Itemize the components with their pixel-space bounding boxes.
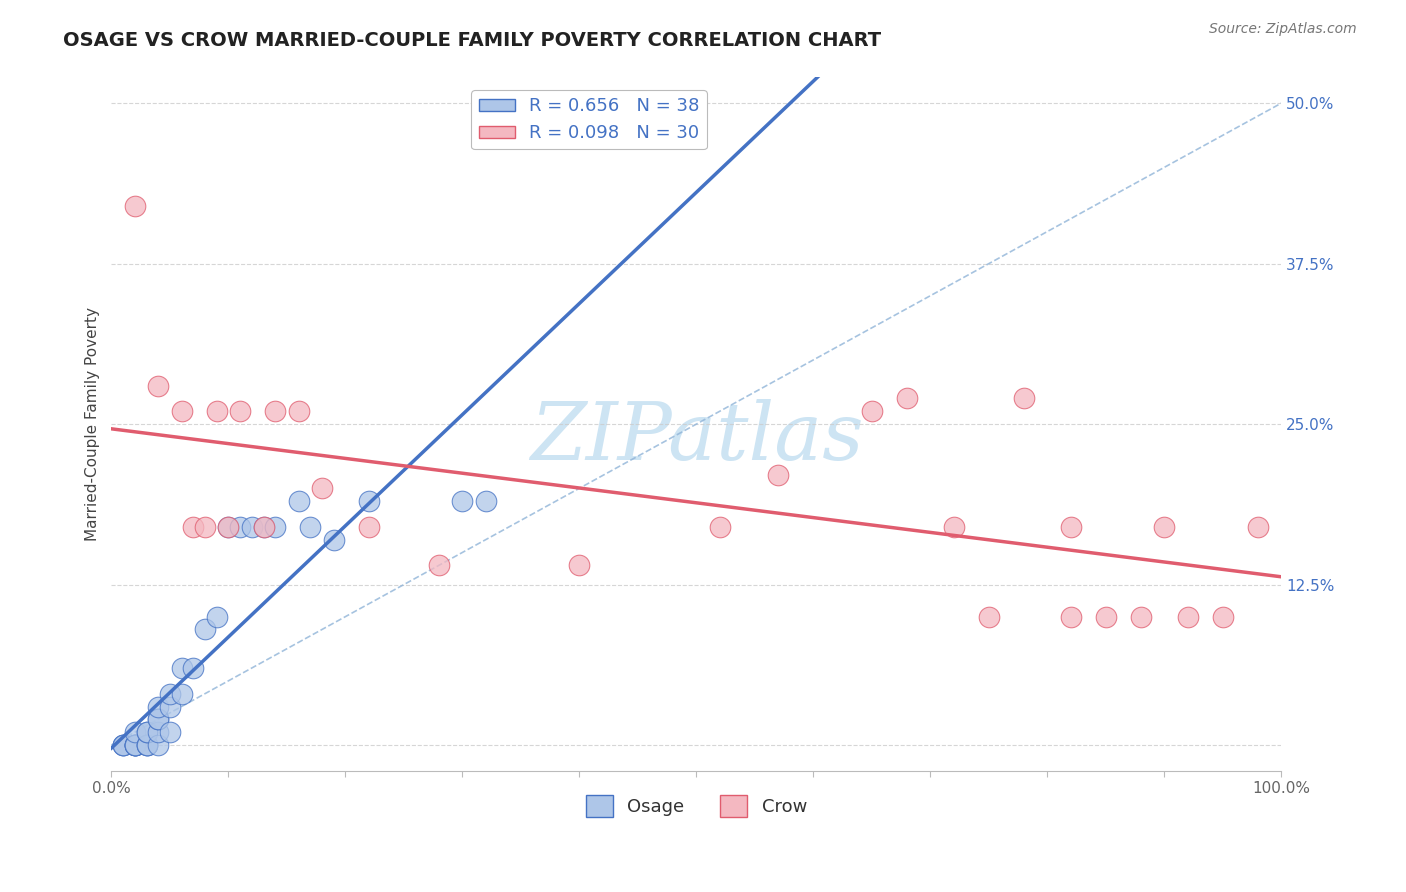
Point [112,738,135,752]
Point [287,494,309,508]
Point [194,520,217,534]
Point [896,392,918,406]
Point [159,725,181,739]
Point [860,404,883,418]
Point [709,520,731,534]
Point [1060,609,1083,624]
Point [252,520,274,534]
Point [1153,520,1175,534]
Point [124,738,146,752]
Point [1012,392,1035,406]
Point [135,738,157,752]
Point [170,661,193,675]
Point [427,558,450,573]
Point [451,494,474,508]
Point [1130,609,1153,624]
Text: ZIPatlas: ZIPatlas [530,400,863,476]
Point [229,520,252,534]
Point [357,494,380,508]
Point [264,520,287,534]
Point [229,404,252,418]
Point [124,199,146,213]
Point [311,481,333,495]
Point [135,738,157,752]
Point [1247,520,1270,534]
Point [124,738,146,752]
Point [181,661,204,675]
Point [264,404,287,418]
Point [299,520,322,534]
Point [217,520,239,534]
Point [148,699,170,714]
Text: Source: ZipAtlas.com: Source: ZipAtlas.com [1209,22,1357,37]
Point [148,725,170,739]
Point [124,738,146,752]
Point [217,520,239,534]
Point [568,558,591,573]
Text: OSAGE VS CROW MARRIED-COUPLE FAMILY POVERTY CORRELATION CHART: OSAGE VS CROW MARRIED-COUPLE FAMILY POVE… [63,31,882,50]
Point [170,687,193,701]
Point [252,520,274,534]
Point [942,520,965,534]
Legend: Osage, Crow: Osage, Crow [578,788,814,824]
Point [768,468,790,483]
Point [148,712,170,726]
Point [194,623,217,637]
Point [287,404,309,418]
Point [170,404,193,418]
Y-axis label: Married-Couple Family Poverty: Married-Couple Family Poverty [86,307,100,541]
Point [159,687,181,701]
Point [148,378,170,392]
Point [148,738,170,752]
Point [135,738,157,752]
Point [112,738,135,752]
Point [240,520,263,534]
Point [181,520,204,534]
Point [475,494,498,508]
Point [148,712,170,726]
Point [1177,609,1199,624]
Point [1212,609,1234,624]
Point [205,404,228,418]
Point [159,699,181,714]
Point [124,738,146,752]
Point [135,725,157,739]
Point [322,533,344,547]
Point [135,725,157,739]
Point [1095,609,1118,624]
Point [124,738,146,752]
Point [977,609,1000,624]
Point [205,609,228,624]
Point [1060,520,1083,534]
Point [357,520,380,534]
Point [124,725,146,739]
Point [112,738,135,752]
